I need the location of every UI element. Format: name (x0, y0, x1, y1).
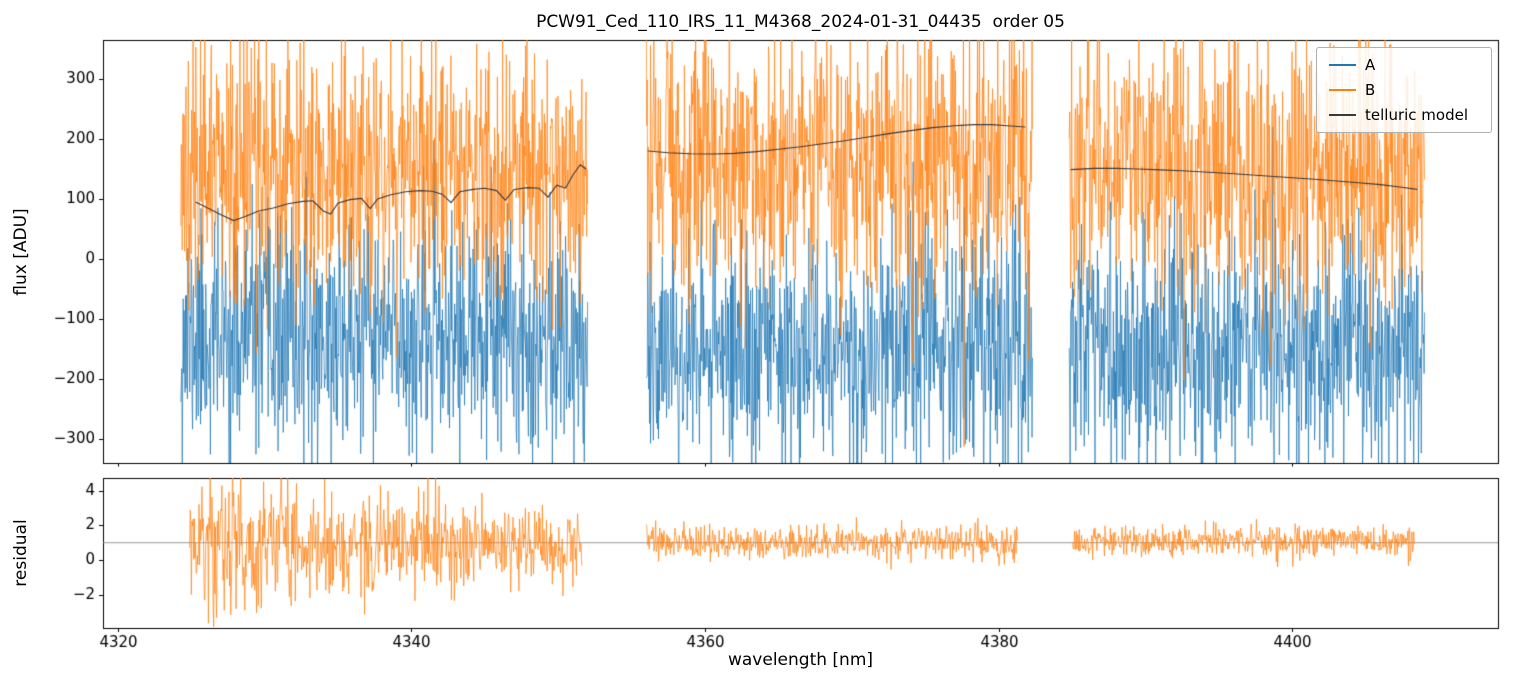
legend-item: B (1329, 81, 1479, 99)
x-axis-label: wavelength [nm] (727, 650, 874, 670)
legend-item-label: B (1365, 81, 1376, 99)
legend-item-label: telluric model (1365, 106, 1469, 124)
flux-axis-label: flux [ADU] (11, 208, 31, 296)
legend-item: telluric model (1329, 106, 1479, 124)
chart-title: PCW91_Ced_110_IRS_11_M4368_2024-01-31_04… (536, 12, 1065, 32)
legend-line-sample (1329, 89, 1356, 91)
legend-item: A (1329, 56, 1479, 74)
legend-line-sample (1329, 114, 1356, 116)
legend-item-label: A (1365, 56, 1376, 74)
legend-line-sample (1329, 64, 1356, 66)
residual-axis-label: residual (11, 519, 31, 587)
